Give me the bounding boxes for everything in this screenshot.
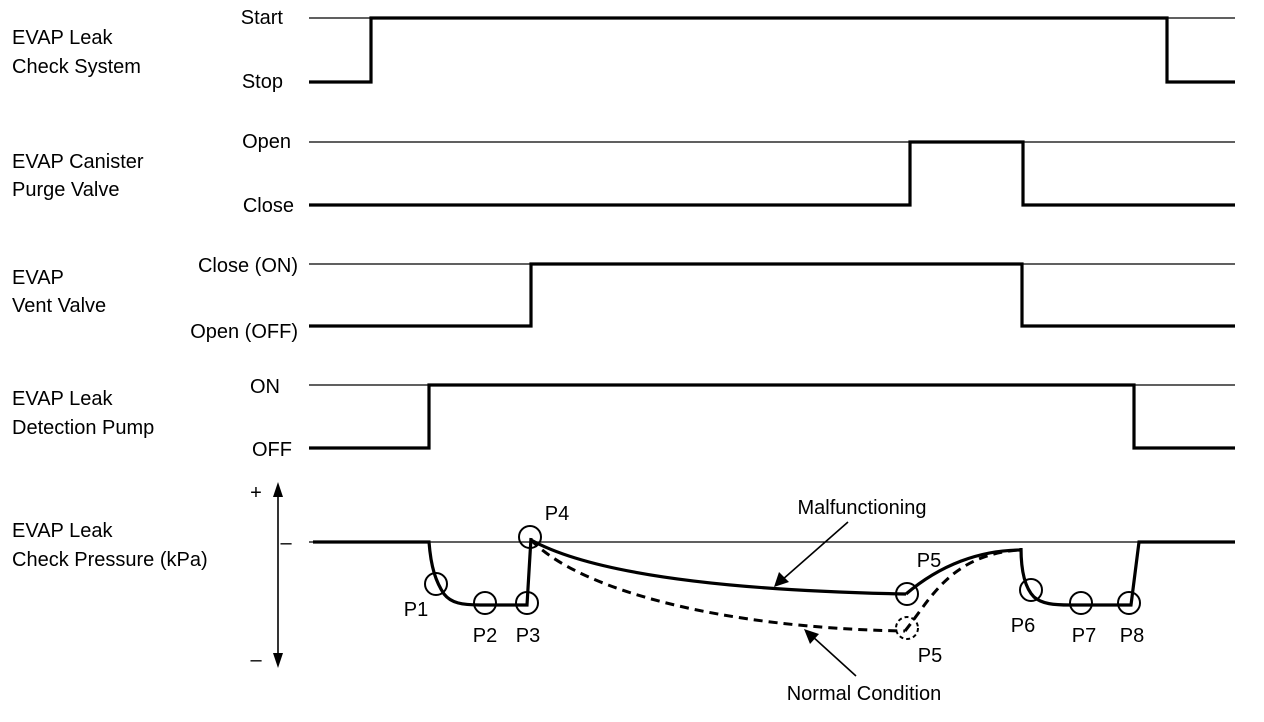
row-name-line1: EVAP Leak — [12, 27, 113, 49]
state-low-label: Stop — [242, 71, 283, 93]
row-name-line2: Vent Valve — [12, 295, 106, 317]
pressure-trace-final-check — [1019, 540, 1235, 607]
state-high-label: Close (ON) — [198, 255, 298, 277]
row-name-line2: Check Pressure (kPa) — [12, 549, 208, 571]
row-vent-valve: EVAP Vent Valve Close (ON) Open (OFF) — [12, 255, 1235, 343]
row-name-line2: Purge Valve — [12, 179, 119, 201]
arrow-down-icon — [273, 653, 283, 668]
row-leak-detection-pump: EVAP Leak Detection Pump ON OFF — [12, 376, 1235, 461]
checkpoint-marker-p8 — [1117, 591, 1141, 615]
row-name-line1: EVAP Leak — [12, 520, 113, 542]
pressure-recovery-curve-normal — [903, 548, 1020, 632]
signal-trace — [309, 16, 1235, 84]
checkpoint-label-p1: P1 — [404, 599, 428, 621]
arrow-up-icon — [273, 482, 283, 497]
row-name-line2: Check System — [12, 56, 141, 78]
annotation-leader-line — [781, 521, 849, 581]
pressure-curve-malfunctioning — [530, 538, 907, 596]
row-canister-purge-valve: EVAP Canister Purge Valve Open Close — [12, 131, 1235, 217]
state-low-label: OFF — [252, 439, 292, 461]
checkpoint-marker-p5-malfunction — [895, 582, 919, 606]
checkpoint-label-p2: P2 — [473, 625, 497, 647]
checkpoint-label-p5-normal: P5 — [918, 645, 942, 667]
checkpoint-label-p6: P6 — [1011, 615, 1035, 637]
pressure-recovery-curve — [904, 548, 1022, 596]
checkpoint-marker-p2 — [473, 591, 497, 615]
arrow-head-icon — [774, 572, 789, 587]
state-high-label: Open — [242, 131, 291, 153]
annotation-leader-line — [811, 635, 857, 677]
pressure-curve-normal — [529, 538, 906, 633]
signal-trace — [309, 262, 1235, 328]
signal-trace — [309, 383, 1235, 450]
row-name-line1: EVAP Canister — [12, 151, 144, 173]
row-name-line1: EVAP Leak — [12, 388, 113, 410]
row-leak-check-system: EVAP Leak Check System Start Stop — [12, 7, 1235, 93]
checkpoint-marker-p5-normal — [895, 616, 919, 640]
state-low-label: Close — [243, 195, 294, 217]
checkpoint-label-p8: P8 — [1120, 625, 1144, 647]
annotation-normal-condition: Normal Condition — [787, 629, 942, 705]
checkpoint-marker-p7 — [1069, 591, 1093, 615]
axis-plus-label: + — [250, 482, 262, 504]
state-low-label: Open (OFF) — [190, 321, 298, 343]
row-leak-check-pressure: EVAP Leak Check Pressure (kPa) + – – — [12, 482, 1235, 705]
checkpoint-label-p7: P7 — [1072, 625, 1096, 647]
annotation-malfunctioning-label: Malfunctioning — [798, 497, 927, 519]
checkpoint-label-p3: P3 — [516, 625, 540, 647]
pressure-trace-reference-check — [313, 537, 533, 607]
checkpoint-marker-p4 — [518, 525, 542, 549]
axis-zero-tick: – — [280, 532, 292, 554]
checkpoint-marker-p3 — [515, 591, 539, 615]
checkpoint-label-p4: P4 — [545, 503, 569, 525]
state-high-label: ON — [250, 376, 280, 398]
checkpoint-marker-p1 — [424, 572, 448, 596]
row-name-line1: EVAP — [12, 267, 64, 289]
arrow-head-icon — [804, 629, 819, 644]
annotation-normal-label: Normal Condition — [787, 683, 942, 705]
annotation-malfunctioning: Malfunctioning — [774, 497, 926, 587]
pressure-axis: + – – — [250, 482, 292, 671]
state-high-label: Start — [241, 7, 284, 29]
row-name-line2: Detection Pump — [12, 417, 154, 439]
axis-minus-label: – — [250, 649, 262, 671]
checkpoint-marker-p6 — [1019, 578, 1043, 602]
checkpoint-label-p5-malfunction: P5 — [917, 550, 941, 572]
signal-trace — [309, 140, 1235, 207]
